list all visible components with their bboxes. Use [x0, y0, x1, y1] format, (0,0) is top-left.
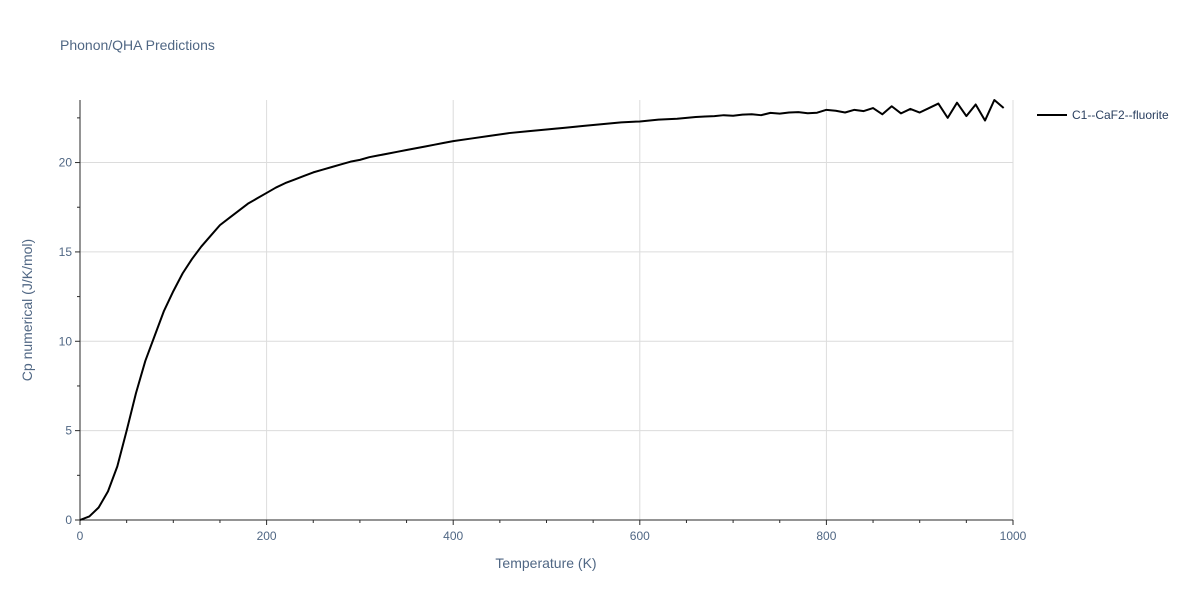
- x-tick-label-600: 600: [630, 529, 650, 543]
- y-tick-label-5: 5: [65, 424, 72, 438]
- series-layer: [79, 99, 1005, 521]
- y-tick-label-10: 10: [59, 334, 73, 348]
- x-tick-label-1000: 1000: [1000, 529, 1027, 543]
- series-line-0: [79, 99, 1005, 521]
- x-tick-label-200: 200: [257, 529, 277, 543]
- y-tick-label-15: 15: [59, 245, 73, 259]
- y-tick-label-0: 0: [65, 513, 72, 527]
- y-tick-label-20: 20: [59, 156, 73, 170]
- x-tick-label-800: 800: [816, 529, 836, 543]
- x-tick-label-0: 0: [77, 529, 84, 543]
- x-tick-label-400: 400: [443, 529, 463, 543]
- legend-item-0[interactable]: C1--CaF2--fluorite: [1037, 108, 1169, 122]
- grid-layer: [80, 100, 1014, 520]
- chart-title: Phonon/QHA Predictions: [60, 37, 215, 53]
- legend[interactable]: C1--CaF2--fluorite: [1037, 108, 1169, 122]
- x-axis-title: Temperature (K): [495, 555, 596, 571]
- legend-label-0: C1--CaF2--fluorite: [1072, 108, 1169, 122]
- axes-layer: 0 200 400 600 800 1000 0 5 10 15 20: [59, 100, 1027, 543]
- y-axis-title: Cp numerical (J/K/mol): [19, 239, 35, 381]
